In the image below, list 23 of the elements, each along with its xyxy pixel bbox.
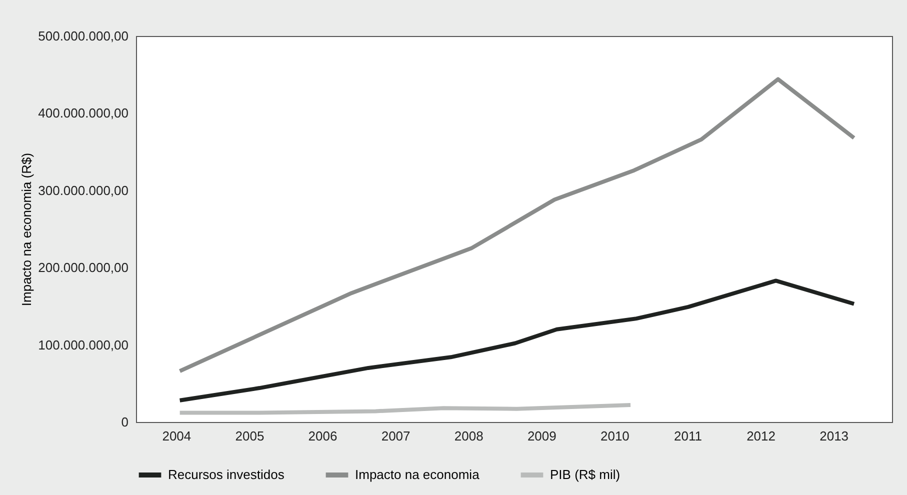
- legend-label: Impacto na economia: [355, 467, 480, 482]
- x-tick-label: 2012: [746, 428, 776, 444]
- x-tick-label: 2007: [381, 428, 410, 444]
- legend-label: PIB (R$ mil): [550, 467, 620, 482]
- y-axis-title: Impacto na economia (R$): [19, 152, 34, 306]
- x-tick-label: 2011: [674, 428, 702, 444]
- x-tick-label: 2010: [600, 428, 630, 444]
- y-tick-label: 500.000.000,00: [38, 28, 128, 44]
- line-series: [178, 403, 633, 415]
- x-tick-label: 2006: [308, 428, 338, 444]
- y-tick-label: 0: [121, 414, 128, 430]
- x-tick-label: 2013: [820, 428, 849, 444]
- x-tick-label: 2004: [162, 428, 192, 444]
- line-series: [178, 77, 856, 374]
- y-tick-label: 400.000.000,00: [38, 106, 128, 121]
- x-tick-label: 2009: [527, 428, 556, 444]
- legend-label: Recursos investidos: [168, 467, 285, 482]
- y-tick-label: 200.000.000,00: [38, 260, 128, 276]
- line-series: [178, 278, 856, 402]
- x-tick-label: 2008: [454, 428, 484, 444]
- y-tick-label: 100.000.000,00: [38, 337, 128, 352]
- y-tick-label: 300.000.000,00: [38, 182, 128, 198]
- x-tick-label: 2005: [235, 428, 264, 444]
